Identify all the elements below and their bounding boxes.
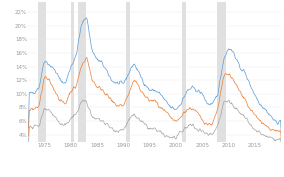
Bar bbox=[78, 2, 86, 142]
Bar bbox=[182, 2, 186, 142]
Bar bbox=[70, 2, 74, 142]
Bar bbox=[218, 2, 226, 142]
Bar bbox=[16, 2, 23, 142]
Bar bbox=[126, 2, 130, 142]
Bar bbox=[38, 2, 46, 142]
